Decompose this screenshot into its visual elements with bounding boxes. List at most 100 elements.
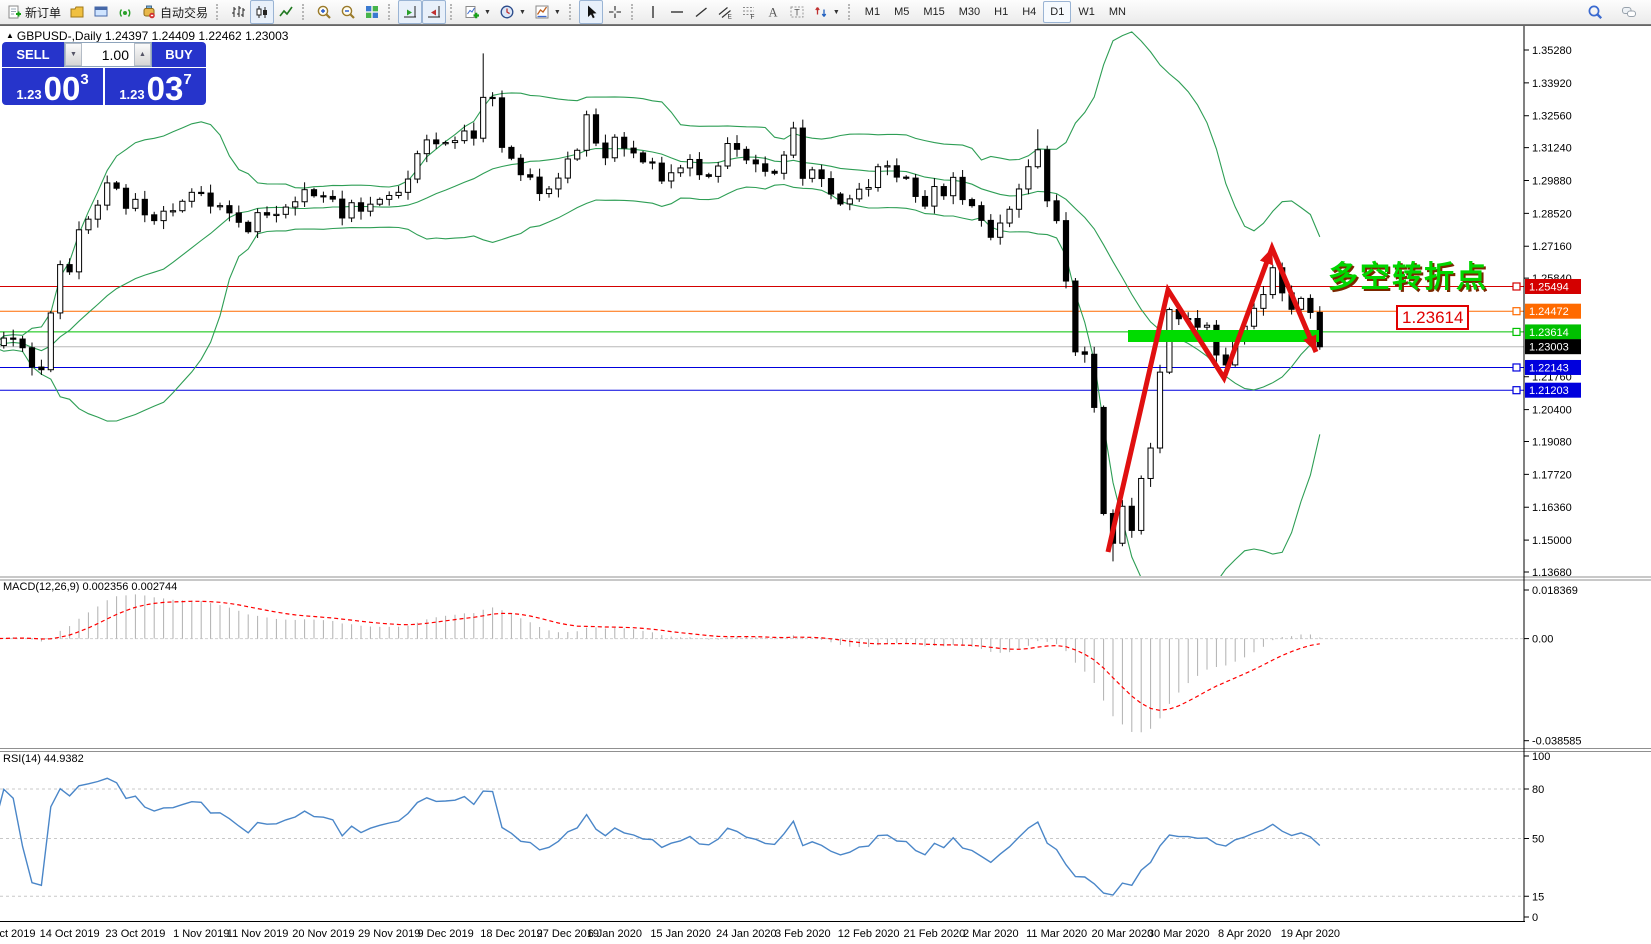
timeframe-button-m1[interactable]: M1 (864, 6, 881, 18)
date-label: 8 Apr 2020 (1218, 928, 1271, 940)
svg-text:-0.038585: -0.038585 (1532, 736, 1582, 748)
bar-chart-button[interactable] (226, 0, 250, 24)
horizontal-line-button[interactable] (665, 0, 689, 24)
date-label: 18 Dec 2019 (480, 928, 542, 940)
profile-icon (69, 4, 85, 20)
date-label: 11 Nov 2019 (227, 928, 289, 940)
vertical-line-button[interactable] (641, 0, 665, 24)
macd-signal-line (0, 600, 1320, 712)
volume-increase-button[interactable]: ▲ (134, 43, 151, 66)
timeframe-button-m30[interactable]: M30 (958, 6, 981, 18)
svg-text:1.29880: 1.29880 (1532, 176, 1572, 188)
timeframe-button-h1[interactable]: H1 (994, 6, 1009, 18)
date-label: 6 Jan 2020 (588, 928, 642, 940)
volume-decrease-button[interactable]: ▼ (65, 43, 82, 66)
sell-price-point: 3 (80, 71, 89, 88)
date-label: 14 Oct 2019 (40, 928, 100, 940)
timeframe-button-h4[interactable]: H4 (1022, 6, 1037, 18)
horizontal-line-icon (669, 4, 685, 20)
chart-title-text: GBPUSD-,Daily 1.24397 1.24409 1.22462 1.… (16, 29, 289, 43)
support-zone-bar[interactable] (1128, 330, 1319, 342)
trend-line-button[interactable] (689, 0, 713, 24)
search-button[interactable] (1583, 0, 1607, 24)
text-label-button[interactable]: T (785, 0, 809, 24)
toolbar-separator (630, 4, 637, 20)
equidistant-channel-button[interactable]: E (713, 0, 737, 24)
arrows-icon (813, 4, 829, 20)
chat-button[interactable] (1617, 0, 1641, 24)
chevron-down-icon[interactable]: ▼ (518, 8, 526, 16)
date-label: 2 Mar 2020 (963, 928, 1019, 940)
sell-button[interactable]: SELL (2, 42, 64, 67)
cursor-button[interactable] (578, 0, 603, 24)
profile-button[interactable] (65, 0, 89, 24)
turning-point-annotation[interactable]: 多空转折点 (1328, 261, 1488, 294)
signals-button[interactable] (113, 0, 137, 24)
auto-scroll-button[interactable] (398, 0, 423, 24)
text-label-icon: T (789, 4, 805, 20)
zoom-out-button[interactable] (336, 0, 360, 24)
timeframe-button-m15[interactable]: M15 (923, 6, 945, 18)
chevron-down-icon[interactable]: ▼ (832, 8, 840, 16)
price-axis[interactable]: 1.35280 1.33920 1.32560 1.31240 1.29880 1.285… (1512, 45, 1582, 924)
sell-price-button[interactable]: 1.23 00 3 (2, 68, 103, 105)
chart-shift-button[interactable] (422, 0, 447, 24)
collapse-icon[interactable]: ▲ (6, 31, 14, 40)
bollinger-upper-band (0, 31, 1321, 341)
svg-text:1.16360: 1.16360 (1532, 502, 1572, 514)
svg-text:1.27160: 1.27160 (1532, 241, 1572, 253)
arrows-button[interactable]: ▼ (809, 0, 844, 24)
indicators-button[interactable]: ▼ (460, 0, 495, 24)
candlestick-chart-button[interactable] (250, 0, 275, 24)
text-button[interactable]: A (761, 0, 785, 24)
chevron-down-icon[interactable]: ▼ (553, 8, 561, 16)
buy-price-pips: 03 (146, 69, 184, 107)
auto-scroll-icon (402, 4, 418, 20)
toolbar-group (398, 0, 447, 24)
tile-windows-button[interactable] (360, 0, 384, 24)
crosshair-button[interactable] (603, 0, 627, 24)
volume-input[interactable]: 1.00 (101, 46, 129, 63)
chart-title: ▲ GBPUSD-,Daily 1.24397 1.24409 1.22462 1… (6, 29, 288, 43)
toolbar-group: M1 M5 M15 M30 H1 H4 D1 W1 MN (858, 0, 1133, 24)
price-callout-label[interactable]: 1.23614 (1396, 305, 1470, 330)
svg-text:1.33920: 1.33920 (1532, 78, 1572, 90)
svg-text:1.35280: 1.35280 (1532, 45, 1572, 57)
svg-text:1.32560: 1.32560 (1532, 111, 1572, 123)
tile-windows-icon (364, 4, 380, 20)
zoom-in-button[interactable] (312, 0, 336, 24)
svg-text:1.23614: 1.23614 (1529, 327, 1569, 339)
indicators-icon (464, 4, 480, 20)
new-order-icon (6, 4, 22, 20)
timeframe-button-d1[interactable]: D1 (1043, 1, 1072, 23)
buy-button[interactable]: BUY (152, 42, 206, 67)
toolbar-separator (216, 4, 222, 20)
market-watch-button[interactable] (89, 0, 113, 24)
line-chart-button[interactable] (274, 0, 298, 24)
auto-trading-button[interactable]: 自动交易 (137, 0, 212, 24)
timeframe-button-mn[interactable]: MN (1108, 6, 1126, 18)
auto-trading-icon (141, 4, 157, 20)
rsi-panel (0, 777, 1524, 897)
toolbar-group (312, 0, 384, 24)
toolbar-separator (388, 4, 394, 20)
toolbar-group: 新订单 自动交易 (2, 0, 212, 24)
date-label: 9 Dec 2019 (417, 928, 473, 940)
fibonacci-icon: F (741, 4, 757, 20)
periods-button[interactable]: ▼ (495, 0, 530, 24)
panel-borders (0, 25, 1651, 922)
templates-button[interactable]: ▼ (530, 0, 565, 24)
timeframe-button-m5[interactable]: M5 (894, 6, 910, 18)
signals-icon (117, 4, 133, 20)
fibonacci-button[interactable]: F (737, 0, 761, 24)
buy-price-button[interactable]: 1.23 03 7 (105, 68, 206, 105)
chevron-down-icon[interactable]: ▼ (484, 8, 491, 16)
chat-icon (1621, 4, 1637, 20)
svg-text:1.19080: 1.19080 (1532, 437, 1572, 449)
new-order-button[interactable]: 新订单 (2, 0, 65, 24)
trend-line-icon (693, 4, 709, 20)
date-axis[interactable]: Oct 2019 14 Oct 2019 23 Oct 2019 1 Nov 2019… (0, 928, 1340, 940)
timeframe-button-w1[interactable]: W1 (1078, 6, 1095, 18)
